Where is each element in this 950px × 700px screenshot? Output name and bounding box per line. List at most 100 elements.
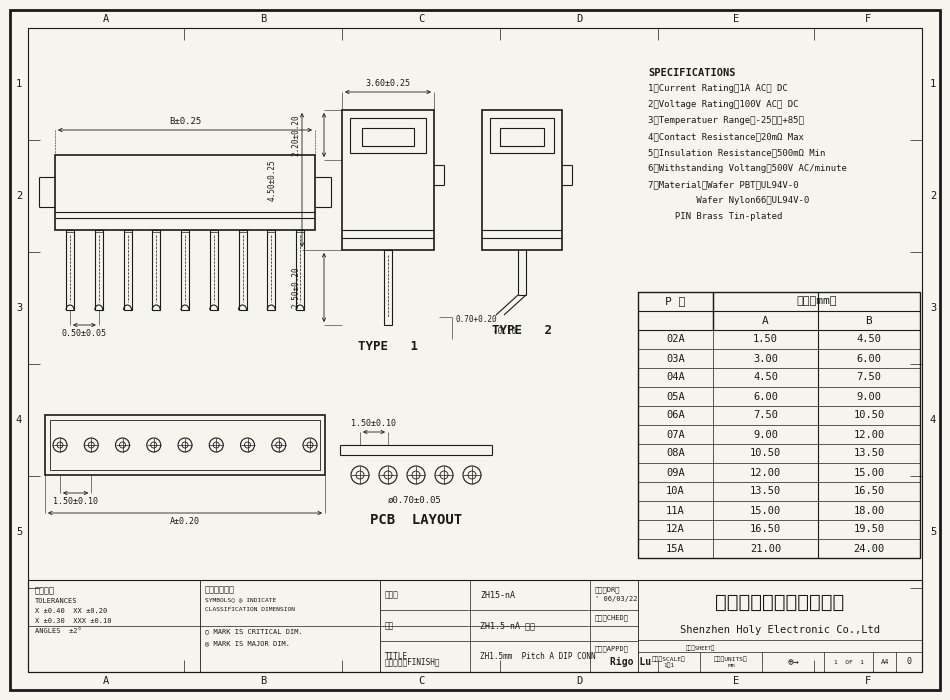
Text: 一般公差: 一般公差: [35, 586, 55, 595]
Text: 检验尺寸标准: 检验尺寸标准: [205, 585, 235, 594]
Bar: [95, 230, 103, 310]
Text: ø0.70±0.05: ø0.70±0.05: [388, 496, 442, 505]
Text: ZH1.5mm  Pitch A DIP CONN: ZH1.5mm Pitch A DIP CONN: [480, 652, 596, 661]
Text: Shenzhen Holy Electronic Co.,Ltd: Shenzhen Holy Electronic Co.,Ltd: [680, 625, 880, 635]
Text: B±0.25: B±0.25: [169, 118, 201, 127]
Text: 12.00: 12.00: [853, 430, 884, 440]
Text: 04A: 04A: [666, 372, 685, 382]
Text: 6.00: 6.00: [857, 354, 882, 363]
Text: ZH1.5-nA 直针: ZH1.5-nA 直针: [480, 621, 535, 630]
Bar: [152, 230, 161, 310]
Text: 9.00: 9.00: [857, 391, 882, 402]
Text: B: B: [260, 676, 266, 686]
Text: 08A: 08A: [666, 449, 685, 458]
Text: C: C: [418, 14, 424, 24]
Text: 24.00: 24.00: [853, 543, 884, 554]
Text: A: A: [103, 14, 109, 24]
Bar: [482, 110, 562, 250]
Text: P 数: P 数: [665, 297, 686, 307]
Text: 尺寸（mm）: 尺寸（mm）: [796, 297, 837, 307]
Text: D: D: [576, 676, 582, 686]
Text: 06A: 06A: [666, 410, 685, 421]
Text: 4、Contact Resistance：20mΩ Max: 4、Contact Resistance：20mΩ Max: [648, 132, 804, 141]
Text: 单位（UNITS）
mm: 单位（UNITS） mm: [714, 657, 748, 668]
Text: 02A: 02A: [666, 335, 685, 344]
Text: 15.00: 15.00: [750, 505, 781, 515]
Text: B: B: [865, 316, 872, 326]
Text: 3.60±0.25: 3.60±0.25: [366, 80, 410, 88]
Text: 07A: 07A: [666, 430, 685, 440]
Text: 比例（SCALE）
1：1: 比例（SCALE） 1：1: [652, 656, 686, 668]
Text: 7.50: 7.50: [753, 410, 778, 421]
Text: 10.50: 10.50: [853, 410, 884, 421]
Bar: [55, 155, 315, 230]
Text: TOLERANCES: TOLERANCES: [35, 598, 78, 604]
Text: ZH15-nA: ZH15-nA: [480, 591, 515, 599]
Bar: [362, 128, 414, 146]
Text: F: F: [864, 14, 871, 24]
Text: PCB  LAYOUT: PCB LAYOUT: [370, 513, 462, 527]
Text: ' 06/03/22: ' 06/03/22: [595, 596, 637, 602]
Text: C: C: [418, 676, 424, 686]
Bar: [384, 250, 392, 325]
Text: 12.00: 12.00: [750, 468, 781, 477]
Text: TYPE   1: TYPE 1: [358, 340, 418, 354]
Text: B: B: [260, 14, 266, 24]
Bar: [238, 230, 246, 310]
Text: 1: 1: [16, 79, 22, 89]
Text: 品名: 品名: [385, 621, 394, 630]
Text: ⊕→: ⊕→: [788, 657, 799, 667]
Bar: [342, 110, 434, 250]
Bar: [124, 230, 131, 310]
Text: 13.50: 13.50: [750, 486, 781, 496]
Text: 10A: 10A: [666, 486, 685, 496]
Text: A: A: [103, 676, 109, 686]
Bar: [50, 420, 320, 470]
Text: 0.70+0.20: 0.70+0.20: [456, 316, 498, 325]
Text: 4.50±0.25: 4.50±0.25: [268, 159, 276, 201]
Text: SYMBOLS○ ◎ INDICATE: SYMBOLS○ ◎ INDICATE: [205, 597, 276, 602]
Text: 12A: 12A: [666, 524, 685, 535]
Text: 15.00: 15.00: [853, 468, 884, 477]
Text: PIN Brass Tin-plated: PIN Brass Tin-plated: [648, 212, 783, 221]
Text: F: F: [864, 676, 871, 686]
Bar: [500, 128, 544, 146]
Text: CLASSIFICATION DIMENSION: CLASSIFICATION DIMENSION: [205, 607, 295, 612]
Text: 审核（CHED）: 审核（CHED）: [595, 614, 629, 621]
Text: 4: 4: [16, 415, 22, 425]
Text: 3: 3: [930, 303, 936, 313]
Text: 2.50±0.20: 2.50±0.20: [292, 267, 300, 308]
Text: 1、Current Rating：1A AC， DC: 1、Current Rating：1A AC， DC: [648, 84, 788, 93]
Text: 5、Insulation Resistance：500mΩ Min: 5、Insulation Resistance：500mΩ Min: [648, 148, 826, 157]
Text: 工程号: 工程号: [385, 591, 399, 599]
Text: 1.50±0.10: 1.50±0.10: [53, 496, 98, 505]
Text: 7.50: 7.50: [857, 372, 882, 382]
Bar: [210, 230, 218, 310]
Bar: [45, 415, 325, 475]
Text: 0: 0: [906, 657, 911, 666]
Text: A±0.20: A±0.20: [170, 517, 200, 526]
Text: 11A: 11A: [666, 505, 685, 515]
Text: 4.50: 4.50: [857, 335, 882, 344]
Text: X ±0.40  XX ±0.20: X ±0.40 XX ±0.20: [35, 608, 107, 614]
Text: 2: 2: [16, 191, 22, 201]
Text: 18.00: 18.00: [853, 505, 884, 515]
Text: 3、Temperatuer Range：-25℃～+85℃: 3、Temperatuer Range：-25℃～+85℃: [648, 116, 804, 125]
Text: 15A: 15A: [666, 543, 685, 554]
Text: ○ MARK IS CRITICAL DIM.: ○ MARK IS CRITICAL DIM.: [205, 628, 303, 634]
Text: Wafer Nylon66，UL94V-0: Wafer Nylon66，UL94V-0: [648, 196, 809, 205]
Bar: [490, 118, 554, 153]
Text: 19.50: 19.50: [853, 524, 884, 535]
Text: 1.50±0.10: 1.50±0.10: [352, 419, 396, 428]
Text: 张数（SHEET）: 张数（SHEET）: [685, 645, 714, 651]
Text: A4: A4: [881, 659, 889, 665]
Bar: [267, 230, 276, 310]
Text: A: A: [762, 316, 769, 326]
Text: -0.10: -0.10: [456, 328, 516, 337]
Text: 05A: 05A: [666, 391, 685, 402]
Bar: [181, 230, 189, 310]
Text: 1.50: 1.50: [753, 335, 778, 344]
Text: E: E: [732, 14, 739, 24]
Text: E: E: [732, 676, 739, 686]
Text: 3: 3: [16, 303, 22, 313]
